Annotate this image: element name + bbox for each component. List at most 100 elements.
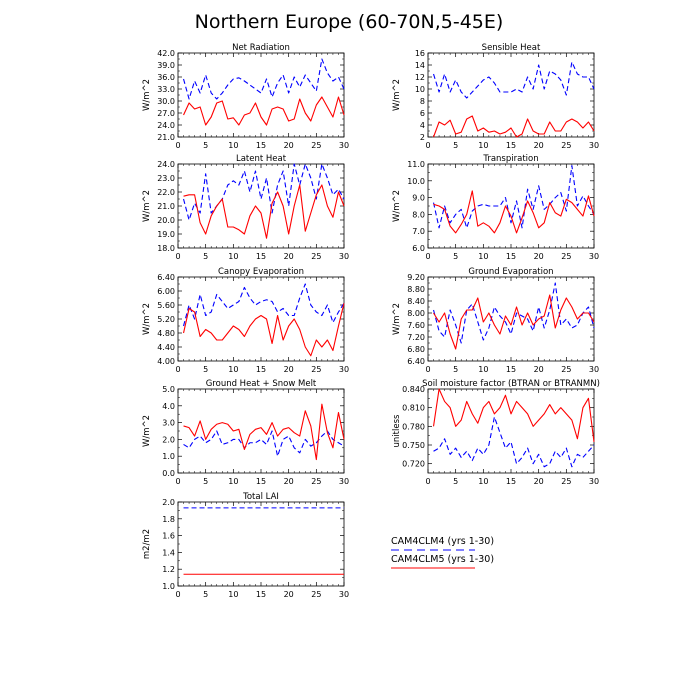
x-tick-label: 15 xyxy=(256,141,266,150)
x-tick-label: 30 xyxy=(589,252,599,261)
x-tick-label: 0 xyxy=(175,590,180,599)
y-axis-label: W/m^2 xyxy=(142,79,152,111)
panel-title: Transpiration xyxy=(482,154,538,164)
y-tick-label: 9.20 xyxy=(407,273,425,282)
x-tick-label: 30 xyxy=(339,365,349,374)
y-tick-label: 7.20 xyxy=(407,333,425,342)
x-tick-label: 0 xyxy=(425,252,430,261)
x-tick-label: 15 xyxy=(256,477,266,486)
y-axis-label: W/m^2 xyxy=(392,79,402,111)
y-tick-label: 39.0 xyxy=(157,61,175,70)
y-tick-label: 1.4 xyxy=(162,548,175,557)
x-tick-label: 5 xyxy=(453,477,458,486)
series-line-cam4clm5 xyxy=(433,294,595,350)
y-tick-label: 7.60 xyxy=(407,321,425,330)
x-tick-label: 25 xyxy=(561,252,571,261)
y-tick-label: 1.0 xyxy=(162,582,175,591)
series-line-cam4clm4 xyxy=(433,416,595,468)
x-tick-label: 20 xyxy=(284,365,294,374)
y-tick-label: 6.80 xyxy=(407,345,425,354)
x-tick-label: 10 xyxy=(228,477,238,486)
x-tick-label: 25 xyxy=(311,252,321,261)
y-tick-label: 12 xyxy=(415,73,425,82)
series-line-cam4clm5 xyxy=(183,403,345,461)
x-tick-label: 0 xyxy=(175,252,180,261)
series-line-cam4clm5 xyxy=(183,96,345,126)
x-tick-label: 10 xyxy=(228,365,238,374)
x-tick-label: 20 xyxy=(534,477,544,486)
legend: CAM4CLM4 (yrs 1-30) CAM4CLM5 (yrs 1-30) xyxy=(391,536,494,569)
y-tick-label: 8.40 xyxy=(407,297,425,306)
x-tick-label: 20 xyxy=(534,141,544,150)
x-tick-label: 25 xyxy=(561,141,571,150)
y-tick-label: 24.0 xyxy=(157,160,175,169)
x-tick-label: 25 xyxy=(561,477,571,486)
x-tick-label: 5 xyxy=(203,590,208,599)
panel-title: Sensible Heat xyxy=(482,43,541,53)
x-tick-label: 20 xyxy=(284,477,294,486)
legend-label-cam4clm4: CAM4CLM4 (yrs 1-30) xyxy=(391,536,494,547)
x-tick-label: 30 xyxy=(339,477,349,486)
x-tick-label: 25 xyxy=(311,141,321,150)
y-tick-label: 6 xyxy=(420,109,425,118)
x-tick-label: 20 xyxy=(284,141,294,150)
chart-panel-8: Soil moisture factor (BTRAN or BTRANMN)0… xyxy=(392,379,600,486)
y-tick-label: 9.0 xyxy=(412,194,425,203)
x-tick-label: 25 xyxy=(311,365,321,374)
series-line-cam4clm4 xyxy=(433,61,595,99)
panel-title: Latent Heat xyxy=(236,154,287,164)
y-tick-label: 4.00 xyxy=(157,357,175,366)
y-tick-label: 8 xyxy=(420,97,425,106)
y-axis-label: W/m^2 xyxy=(142,190,152,222)
y-tick-label: 0.780 xyxy=(402,422,425,431)
x-tick-label: 5 xyxy=(203,477,208,486)
y-tick-label: 21.0 xyxy=(157,133,175,142)
y-tick-label: 8.0 xyxy=(412,210,425,219)
x-tick-label: 10 xyxy=(228,252,238,261)
y-tick-label: 1.6 xyxy=(162,532,175,541)
x-tick-label: 0 xyxy=(425,477,430,486)
y-axis-label: unitless xyxy=(392,414,402,447)
y-tick-label: 5.20 xyxy=(157,315,175,324)
x-tick-label: 30 xyxy=(339,252,349,261)
y-tick-label: 16 xyxy=(415,49,425,58)
series-line-cam4clm4 xyxy=(182,58,345,100)
y-tick-label: 6.0 xyxy=(412,244,425,253)
x-tick-label: 15 xyxy=(256,590,266,599)
y-tick-label: 1.0 xyxy=(162,452,175,461)
x-tick-label: 10 xyxy=(478,141,488,150)
x-tick-label: 30 xyxy=(589,477,599,486)
y-tick-label: 2.0 xyxy=(162,498,175,507)
y-tick-label: 1.8 xyxy=(162,515,175,524)
x-tick-label: 20 xyxy=(534,365,544,374)
x-tick-label: 10 xyxy=(228,590,238,599)
x-tick-label: 15 xyxy=(506,365,516,374)
y-tick-label: 5.0 xyxy=(162,385,175,394)
chart-panel-9: Total LAI 0 5 10 15 20 25 30 1.0 1.2 1.4 1.6 1.8 2.0 m… xyxy=(142,492,349,599)
y-tick-label: 22.0 xyxy=(157,188,175,197)
y-tick-label: 19.0 xyxy=(157,230,175,239)
y-tick-label: 18.0 xyxy=(157,244,175,253)
panel-title: Total LAI xyxy=(242,492,279,502)
x-tick-label: 0 xyxy=(425,365,430,374)
figure-title: Northern Europe (60-70N,5-45E) xyxy=(195,11,504,33)
y-tick-label: 36.0 xyxy=(157,73,175,82)
panel-title: Ground Heat + Snow Melt xyxy=(206,379,317,389)
y-tick-label: 42.0 xyxy=(157,49,175,58)
x-tick-label: 10 xyxy=(228,141,238,150)
y-tick-label: 3.0 xyxy=(162,419,175,428)
panel-title: Ground Evaporation xyxy=(468,267,553,277)
y-tick-label: 27.0 xyxy=(157,109,175,118)
chart-panel-7: Ground Heat + Snow Melt 0 5 10 15 20 25 30 0.0 1.… xyxy=(142,379,349,486)
y-tick-label: 7.0 xyxy=(412,227,425,236)
chart-panel-6: Ground Evaporation 0 5 10 15 20 25 30 6.40 6.80 7.… xyxy=(392,267,599,374)
series-line-cam4clm4 xyxy=(432,282,595,344)
x-tick-label: 0 xyxy=(175,141,180,150)
y-tick-label: 6.40 xyxy=(407,357,425,366)
y-tick-label: 20.0 xyxy=(157,216,175,225)
x-tick-label: 5 xyxy=(203,365,208,374)
y-tick-label: 0.0 xyxy=(162,469,175,478)
y-tick-label: 6.40 xyxy=(157,273,175,282)
